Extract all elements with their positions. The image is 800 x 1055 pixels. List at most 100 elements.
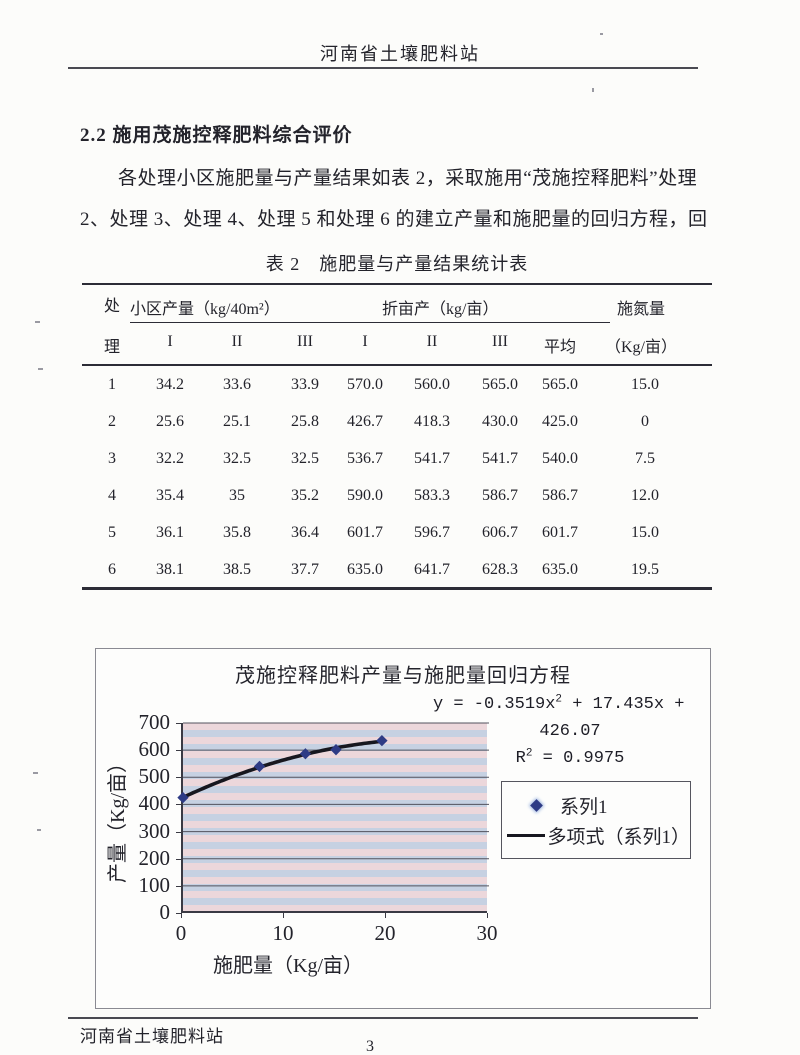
table-cell: 19.5 [631,561,659,578]
table-cell: 35 [229,487,245,504]
section-heading: 2.2 施用茂施控释肥料综合评价 [80,125,353,146]
table-cell: 430.0 [482,413,518,430]
y-axis-tick [176,913,181,914]
x-axis-tick [385,913,386,918]
table-cell: 583.3 [414,487,450,504]
y-tick-label: 600 [138,737,171,762]
table-cell: 35.4 [156,487,184,504]
table-header-treatment-1: 处 [104,298,121,315]
legend-entry-trendline: 多项式（系列1） [506,820,690,850]
table-rule-top [82,283,712,285]
y-axis-tick [176,858,181,860]
equation-line-1: y = -0.3519x2 + 17.435x + [433,693,685,714]
table-cell: 7.5 [635,450,655,467]
y-axis-tick [176,777,181,779]
table-cell: 541.7 [414,450,450,467]
y-tick-label: 500 [138,764,171,789]
x-axis-tick [283,913,284,918]
table-cell: 635.0 [347,561,383,578]
table-cell: 12.0 [631,487,659,504]
table-cell: 3 [108,450,116,467]
page-header-title: 河南省土壤肥料站 [320,44,480,64]
regression-chart: 茂施控释肥料产量与施肥量回归方程 y = -0.3519x2 + 17.435x… [95,648,711,1009]
legend-marker-col [512,798,560,812]
table-cell: 586.7 [542,487,578,504]
page-number: 3 [366,1038,374,1055]
scan-speck [35,321,40,323]
table-cell: 25.8 [291,413,319,430]
table-cell: 565.0 [542,376,578,393]
y-axis-tick [176,750,181,752]
x-tick-label: 20 [374,921,396,945]
table-cell: 15.0 [631,376,659,393]
legend-label: 多项式（系列1） [547,826,690,848]
table-cell: 641.7 [414,561,450,578]
equation-line-2: 426.07 [539,722,601,742]
results-table: 处 理 小区产量（kg/40m²） 折亩产（kg/亩） 施氮量 （Kg/亩） I… [82,283,712,591]
table-cell: 38.5 [223,561,251,578]
x-tick-label: 30 [476,921,498,945]
scan-speck [592,88,594,92]
y-tick-label: 700 [138,710,171,734]
table-header-n-rate-1: 施氮量 [617,301,666,318]
table-header-treatment-2: 理 [104,339,121,356]
plot-svg [177,722,489,887]
r-squared-value: R2 = 0.9975 [515,747,625,769]
table-cell: 628.3 [482,561,518,578]
table-cell: 560.0 [414,376,450,393]
table-cell: 596.7 [414,524,450,541]
x-axis-tick [181,913,182,918]
table-cell: 418.3 [414,413,450,430]
scan-speck [38,368,43,370]
table-cell: 606.7 [482,524,518,541]
table-cell: 34.2 [156,376,184,393]
x-tick-label: 10 [272,921,294,945]
table-subheader-cell: I [167,333,173,350]
table-cell: 36.4 [291,524,319,541]
table-cell: 32.5 [223,450,251,467]
data-point-marker [376,734,388,747]
table-cell: 35.8 [223,524,251,541]
table-header-group-plot-yield: 小区产量（kg/40m²） [130,301,280,318]
y-tick-label: 400 [138,791,171,816]
y-axis-tick [176,804,181,806]
table-subheader-cell: III [297,333,313,350]
y-axis-tick [176,831,181,833]
table-caption: 表 2 施肥量与产量结果统计表 [265,254,529,274]
chart-title: 茂施控释肥料产量与施肥量回归方程 [235,665,571,687]
table-cell: 6 [108,561,116,578]
y-tick-label: 300 [138,818,171,843]
table-subheader-cell: I [362,333,368,350]
header-rule [68,67,698,69]
y-axis-tick [176,885,181,887]
paragraph-line: 各处理小区施肥量与产量结果如表 2，采取施用“茂施控释肥料”处理 [118,168,698,189]
table-cell: 36.1 [156,524,184,541]
table-cell: 565.0 [482,376,518,393]
table-subheader-cell: 平均 [543,339,576,356]
table-subheader-cell: II [426,333,438,350]
table-cell: 541.7 [482,450,518,467]
y-tick-label: 0 [159,900,171,924]
table-cell: 38.1 [156,561,184,578]
table-header-group-mu-yield: 折亩产（kg/亩） [382,301,499,318]
diamond-marker-icon [529,798,543,812]
scan-speck [33,772,38,774]
y-tick-label: 100 [138,872,171,897]
footer-rule [68,1017,698,1019]
y-tick-label: 200 [138,845,171,870]
trendline-swatch-icon [506,833,545,837]
trendline-equation: y = -0.3519x2 + 17.435x + 426.07 R2 = 0.… [433,691,707,773]
table-cell: 35.2 [291,487,319,504]
table-cell: 15.0 [631,524,659,541]
table-cell: 1 [108,376,116,393]
legend-marker-col [506,833,547,837]
table-cell: 536.7 [347,450,383,467]
table-rule-mid [82,364,712,366]
table-cell: 4 [108,487,116,504]
data-point-marker [330,744,342,756]
scan-speck [600,33,603,35]
legend-label: 系列1 [560,796,608,818]
table-header-n-rate-2: （Kg/亩） [605,339,678,356]
table-cell: 635.0 [542,561,578,578]
